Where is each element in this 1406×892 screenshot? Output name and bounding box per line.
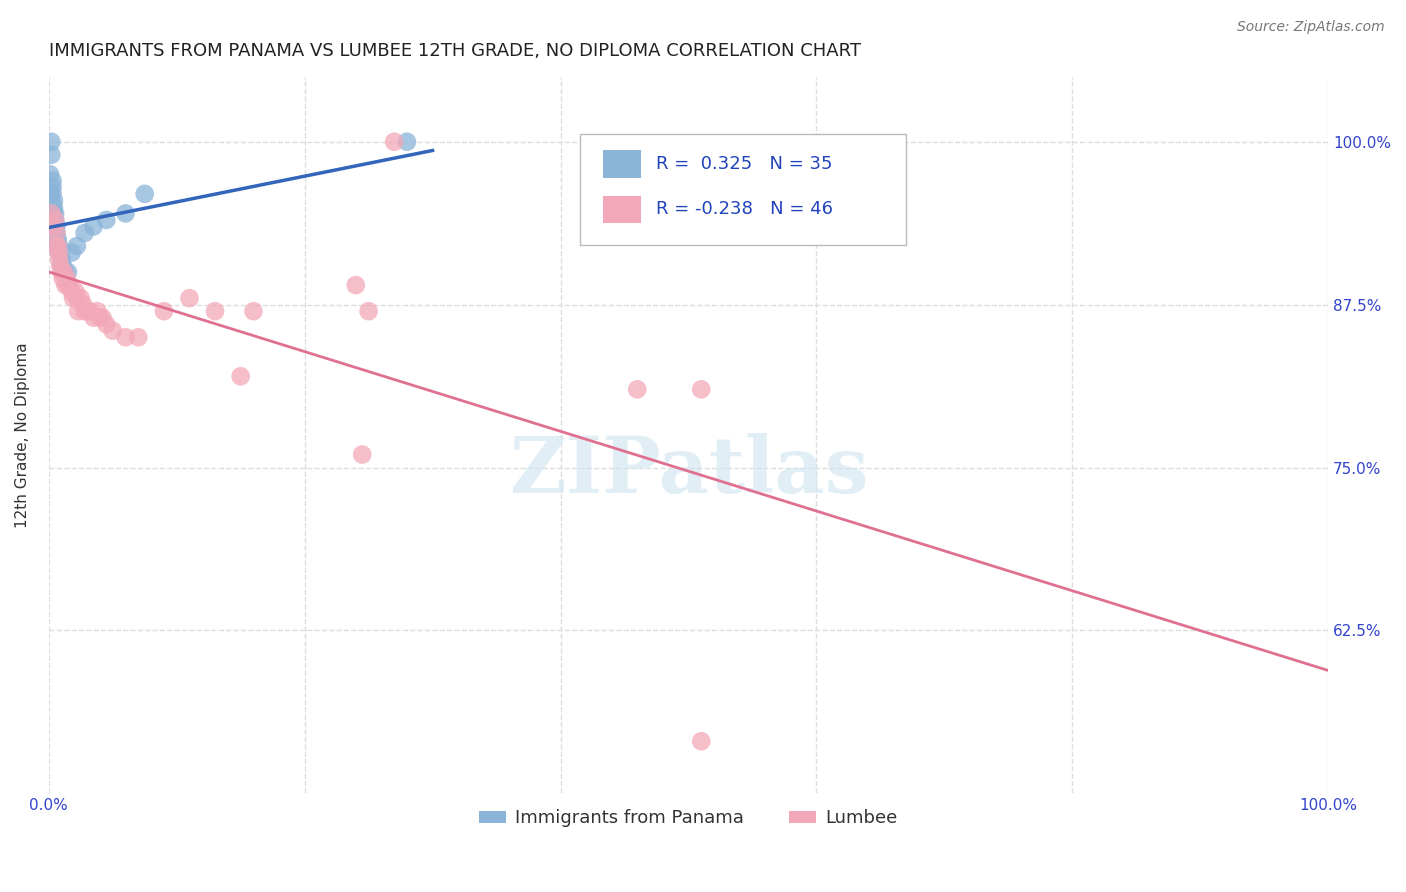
Point — [72, 298, 94, 312]
Point — [51, 252, 73, 266]
Point — [73, 226, 96, 240]
Point — [42, 219, 65, 234]
Point — [626, 383, 648, 397]
Point — [46, 239, 69, 253]
Point — [127, 330, 149, 344]
Point — [41, 174, 63, 188]
Point — [46, 239, 69, 253]
Point — [153, 304, 176, 318]
Point — [45, 239, 67, 253]
Point — [55, 278, 77, 293]
Point — [45, 226, 67, 240]
Point — [51, 259, 73, 273]
Point — [66, 291, 89, 305]
Point — [56, 265, 79, 279]
Point — [96, 213, 118, 227]
Point — [65, 285, 87, 299]
FancyBboxPatch shape — [603, 195, 641, 223]
Point — [67, 304, 90, 318]
Point — [39, 135, 62, 149]
Point — [60, 285, 83, 299]
Point — [48, 252, 70, 266]
Point — [114, 206, 136, 220]
Point — [83, 219, 105, 234]
Text: Source: ZipAtlas.com: Source: ZipAtlas.com — [1237, 20, 1385, 34]
Point — [52, 259, 75, 273]
Point — [352, 448, 374, 462]
Point — [39, 148, 62, 162]
Point — [134, 186, 156, 201]
Point — [242, 304, 264, 318]
Point — [58, 278, 80, 293]
Point — [96, 317, 118, 331]
Point — [44, 213, 66, 227]
Text: R =  0.325   N = 35: R = 0.325 N = 35 — [657, 155, 832, 173]
Point — [86, 304, 108, 318]
Point — [66, 239, 89, 253]
Point — [39, 167, 62, 181]
Point — [60, 245, 83, 260]
Point — [42, 200, 65, 214]
Point — [79, 304, 101, 318]
Point — [44, 219, 66, 234]
Point — [49, 245, 72, 260]
Point — [91, 310, 114, 325]
Point — [204, 304, 226, 318]
Point — [382, 135, 405, 149]
Point — [55, 265, 77, 279]
Point — [45, 219, 67, 234]
Point — [42, 194, 65, 208]
Point — [89, 310, 111, 325]
Point — [76, 304, 98, 318]
Point — [52, 271, 75, 285]
Point — [344, 278, 367, 293]
Point — [41, 186, 63, 201]
Point — [62, 291, 84, 305]
Y-axis label: 12th Grade, No Diploma: 12th Grade, No Diploma — [15, 343, 30, 528]
FancyBboxPatch shape — [603, 151, 641, 178]
Point — [179, 291, 201, 305]
Point — [48, 239, 70, 253]
Point — [690, 734, 713, 748]
Point — [46, 232, 69, 246]
Point — [229, 369, 252, 384]
Point — [44, 206, 66, 220]
Point — [39, 206, 62, 220]
Point — [53, 265, 76, 279]
Point — [73, 304, 96, 318]
Point — [51, 265, 73, 279]
Point — [49, 259, 72, 273]
Point — [48, 245, 70, 260]
Point — [53, 265, 76, 279]
Point — [690, 383, 713, 397]
Point — [395, 135, 418, 149]
Point — [45, 232, 67, 246]
Point — [101, 324, 124, 338]
FancyBboxPatch shape — [579, 134, 905, 245]
Text: IMMIGRANTS FROM PANAMA VS LUMBEE 12TH GRADE, NO DIPLOMA CORRELATION CHART: IMMIGRANTS FROM PANAMA VS LUMBEE 12TH GR… — [49, 42, 860, 60]
Point — [44, 213, 66, 227]
Point — [69, 291, 91, 305]
Point — [83, 310, 105, 325]
Point — [45, 226, 67, 240]
Point — [357, 304, 380, 318]
Point — [48, 245, 70, 260]
Point — [56, 278, 79, 293]
Text: ZIPatlas: ZIPatlas — [509, 433, 869, 508]
Point — [41, 180, 63, 194]
Point — [39, 186, 62, 201]
Point — [42, 206, 65, 220]
Legend: Immigrants from Panama, Lumbee: Immigrants from Panama, Lumbee — [472, 802, 905, 835]
Text: R = -0.238   N = 46: R = -0.238 N = 46 — [657, 200, 834, 219]
Point — [114, 330, 136, 344]
Point — [55, 271, 77, 285]
